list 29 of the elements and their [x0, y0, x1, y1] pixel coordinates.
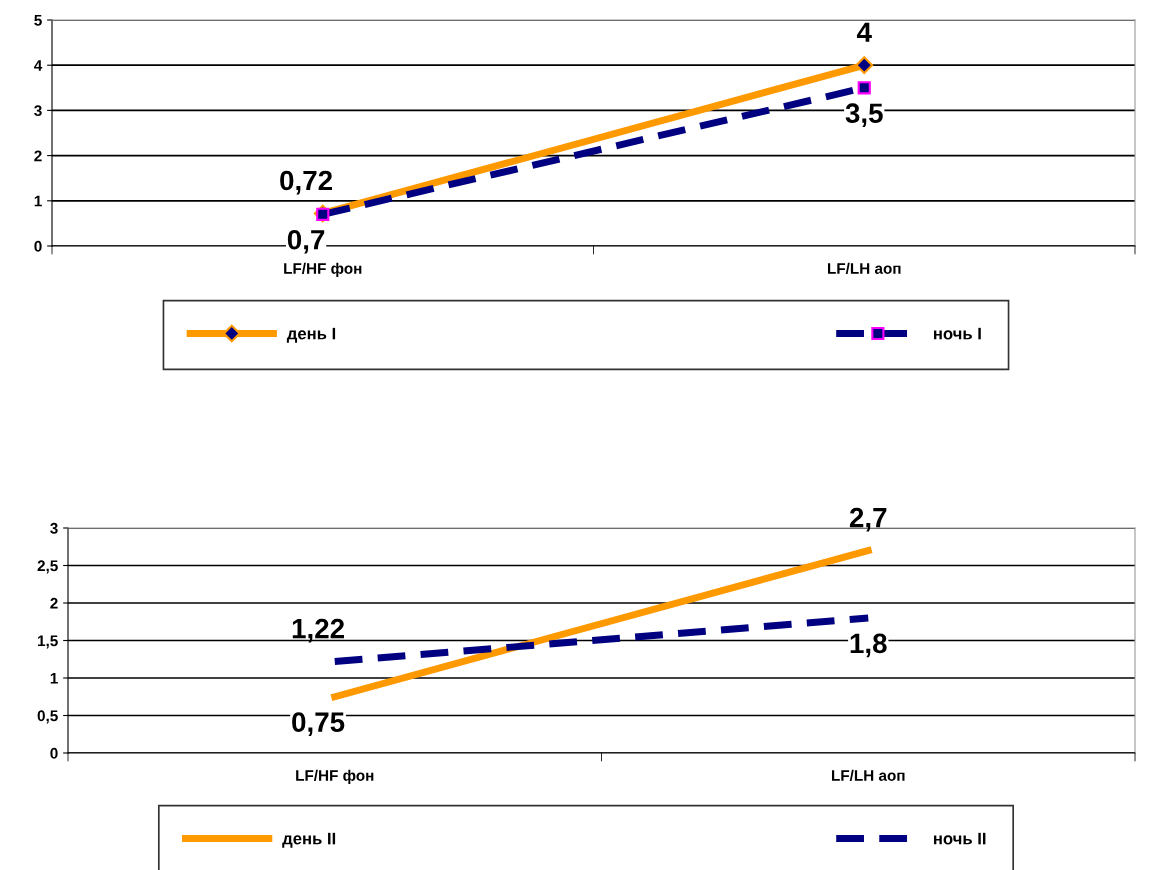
legend-label: ночь I: [934, 327, 981, 340]
x-tick-label: LF/LH аоп: [827, 262, 901, 275]
y-tick-label: 5: [34, 15, 42, 26]
y-tick-label: 2,5: [37, 560, 58, 574]
x-tick-label: LF/LH аоп: [831, 769, 905, 782]
y-tick-label: 0: [34, 240, 42, 252]
y-tick-label: 3: [50, 522, 58, 534]
data-label: 0,7: [287, 229, 325, 254]
y-tick-label: 2: [50, 597, 58, 609]
data-label: 4: [856, 22, 872, 42]
y-tick-label: 2: [34, 150, 42, 162]
data-label: 0,75: [292, 712, 345, 737]
data-label: 1,8: [850, 633, 887, 658]
y-tick-label: 0,5: [37, 710, 58, 724]
legend-label: день II: [282, 832, 336, 848]
x-tick-label: LF/HF фон: [284, 262, 362, 277]
x-tick-label: LF/HF фон: [296, 769, 374, 784]
data-label: 0,72: [280, 170, 333, 195]
legend-label: ночь II: [934, 832, 986, 845]
y-tick-label: 4: [34, 60, 43, 71]
y-tick-label: 3: [34, 105, 42, 117]
data-label: 1,22: [292, 618, 345, 643]
y-tick-label: 1: [50, 673, 58, 684]
y-tick-label: 1: [34, 195, 42, 207]
y-tick-label: 0: [50, 747, 58, 759]
data-label: 3,5: [845, 103, 883, 128]
data-label: 2,7: [849, 507, 887, 532]
y-tick-label: 1,5: [38, 635, 58, 649]
legend-label: день I: [286, 327, 336, 343]
